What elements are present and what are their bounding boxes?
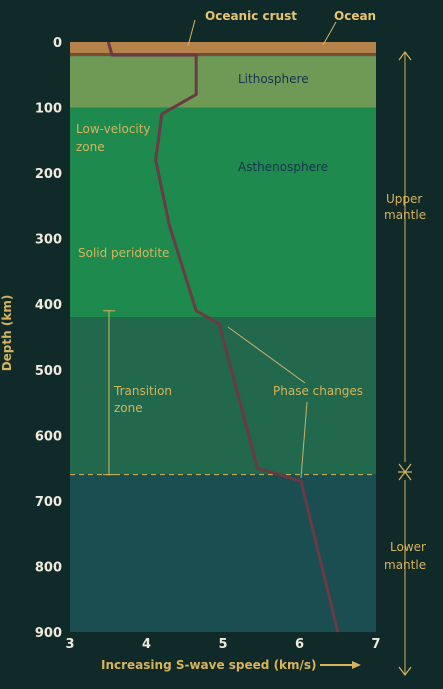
y-tick-label: 500 (35, 364, 62, 379)
phase-change-leader-upper (227, 326, 306, 384)
y-tick-label: 100 (35, 102, 62, 117)
x-tick-label: 5 (218, 637, 227, 652)
annotation-upper-mantle-line1: Upper (386, 192, 422, 206)
x-axis-title: Increasing S-wave speed (km/s) (101, 658, 317, 672)
annotation-low-velocity-line2: zone (76, 140, 105, 154)
ocean-leader (322, 21, 337, 46)
y-tick-label: 300 (35, 233, 62, 248)
phase-change-leader-lower (300, 401, 308, 479)
x-axis-arrow (320, 661, 361, 669)
y-axis-tick-labels: 0 100 200 300 400 500 600 700 800 900 (35, 36, 62, 641)
annotation-low-velocity-line1: Low-velocity (76, 122, 151, 136)
y-tick-label: 600 (35, 429, 62, 444)
annotation-transition-zone-line2: zone (114, 401, 143, 415)
header-ocean: Ocean (334, 9, 376, 23)
ocean-layer (70, 42, 376, 54)
annotation-lower-mantle-line1: Lower (390, 540, 426, 554)
x-tick-label: 6 (295, 637, 304, 652)
layer-lithosphere (70, 56, 376, 108)
y-tick-label: 900 (35, 626, 62, 641)
mantle-bracket-right (398, 51, 412, 676)
plot-layers (70, 19, 376, 632)
annotation-solid-peridotite: Solid peridotite (78, 246, 169, 260)
oceanic-crust-leader (187, 19, 196, 47)
y-tick-label: 200 (35, 167, 62, 182)
x-tick-label: 7 (371, 637, 380, 652)
velocity-curve-group (106, 41, 340, 633)
x-tick-label: 4 (142, 637, 151, 652)
layer-asthenosphere (70, 107, 376, 318)
y-tick-label: 400 (35, 298, 62, 313)
layer-label-lithosphere: Lithosphere (238, 72, 309, 86)
y-axis-title: Depth (km) (0, 295, 14, 372)
annotation-phase-changes: Phase changes (273, 384, 363, 398)
layer-lower-mantle (70, 474, 376, 632)
annotation-transition-zone-line1: Transition (113, 384, 172, 398)
x-axis-tick-labels: 3 4 5 6 7 (65, 637, 380, 652)
velocity-curve (106, 41, 340, 633)
y-tick-label: 800 (35, 560, 62, 575)
oceanic-crust-layer (70, 53, 376, 57)
y-tick-label: 0 (53, 36, 62, 51)
x-tick-label: 3 (65, 637, 74, 652)
header-oceanic-crust: Oceanic crust (205, 9, 297, 23)
layer-label-asthenosphere: Asthenosphere (238, 160, 328, 174)
y-tick-label: 700 (35, 495, 62, 510)
